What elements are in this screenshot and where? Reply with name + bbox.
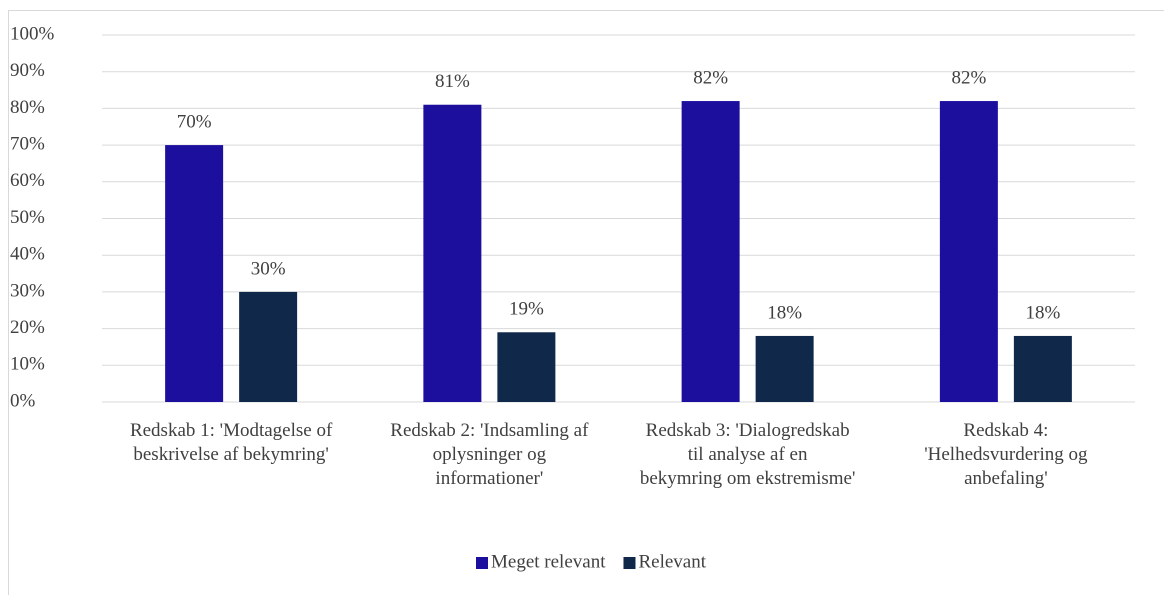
x-tick-label: Redskab 4: 'Helhedsvurdering og anbefaling… [924,420,1088,489]
data-label: 18% [1025,302,1060,323]
x-tick-line: informationer' [435,468,543,489]
bar [755,335,814,402]
y-tick-label: 90% [10,60,45,81]
legend-swatch [623,557,636,569]
y-tick-label: 20% [10,317,45,338]
x-tick-line: bekymring om ekstremisme' [640,468,856,489]
y-tick-label: 10% [10,354,45,375]
x-tick-label: Redskab 2: 'Indsamling af oplysninger og i… [390,420,589,489]
legend-swatch [476,557,488,569]
legend-label: Meget relevant [491,551,606,572]
bar [423,104,482,402]
bar [239,291,298,402]
x-tick-line: til analyse af en [688,444,808,465]
x-tick-label: Redskab 3: 'Dialogredskab til analyse af … [640,420,856,489]
x-tick-line: Redskab 4: [963,420,1048,441]
y-tick-label: 30% [10,280,45,301]
bar [681,101,740,402]
data-label: 82% [951,67,986,88]
data-label: 82% [693,67,728,88]
x-tick-line: oplysninger og [433,444,547,465]
x-tick-line: Redskab 1: 'Modtagelse of [130,420,333,441]
y-tick-label: 40% [10,244,45,265]
bar [165,145,224,402]
y-tick-label: 100% [10,23,55,44]
x-tick-line: beskrivelse af bekymring' [133,444,328,465]
y-tick-label: 80% [10,97,45,118]
x-tick-line: 'Helhedsvurdering og [924,444,1088,465]
data-label: 81% [435,71,470,92]
bar [939,101,998,402]
x-tick-line: anbefaling' [964,468,1048,489]
x-tick-line: Redskab 3: 'Dialogredskab [646,420,850,441]
y-tick-label: 50% [10,207,45,228]
data-label: 30% [251,258,286,279]
bar [497,332,556,402]
bar [1013,335,1072,402]
data-label: 70% [177,111,212,132]
y-tick-label: 0% [10,390,36,411]
x-tick-line: Redskab 2: 'Indsamling af [390,420,589,441]
data-label: 19% [509,299,544,320]
y-tick-label: 60% [10,170,45,191]
y-tick-label: 70% [10,133,45,154]
x-tick-label: Redskab 1: 'Modtagelse of beskrivelse af … [130,420,333,465]
data-label: 18% [767,302,802,323]
legend-label: Relevant [638,551,706,572]
